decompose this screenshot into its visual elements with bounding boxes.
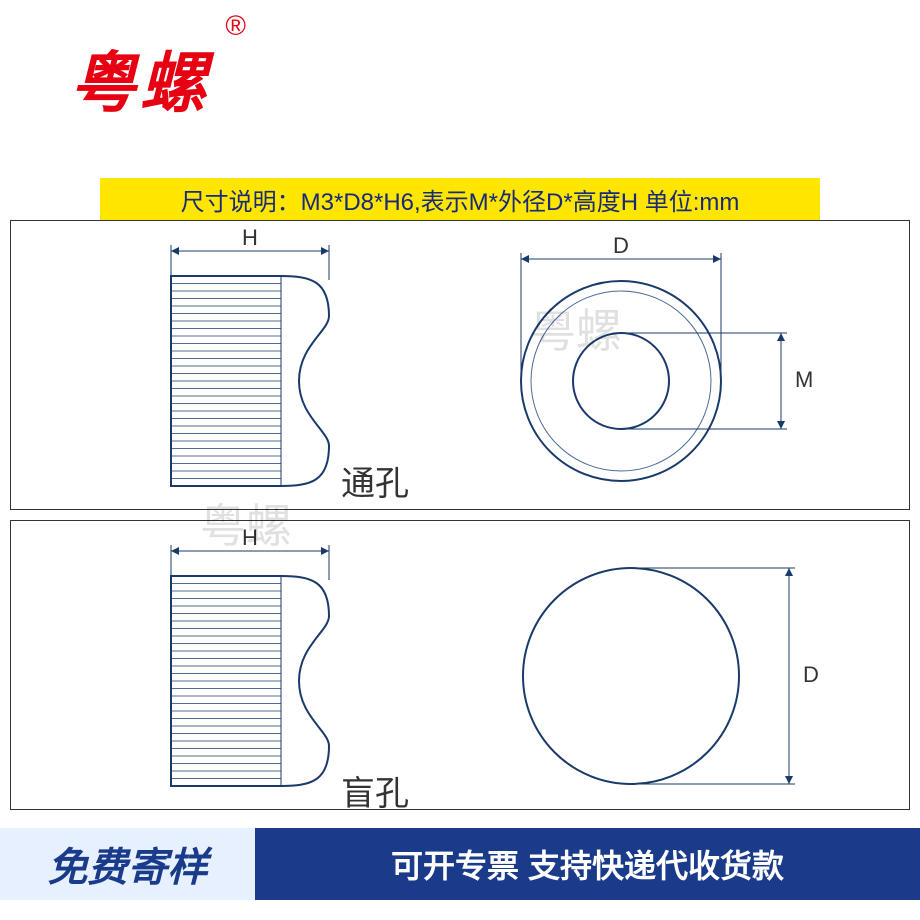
- banner-right-text: 可开专票 支持快递代收货款: [391, 841, 784, 887]
- svg-text:H: H: [242, 225, 258, 250]
- banner-services: 可开专票 支持快递代收货款: [255, 828, 920, 900]
- svg-text:M: M: [795, 367, 813, 392]
- panel-through-hole: H DM 通孔: [10, 220, 910, 510]
- front-view-through: DM: [451, 221, 871, 511]
- promo-banner: 免费寄样 可开专票 支持快递代收货款: [0, 828, 920, 900]
- front-view-blind: D: [451, 521, 871, 811]
- registered-mark: ®: [225, 10, 250, 42]
- panel-blind-hole: H D 盲孔: [10, 520, 910, 810]
- label-through-hole: 通孔: [341, 456, 409, 505]
- brand-name: 粤螺: [70, 46, 210, 120]
- banner-left-text: 免费寄样: [48, 835, 208, 893]
- brand-logo: 粤螺 ®: [70, 30, 210, 126]
- legend-text: 尺寸说明：M3*D8*H6,表示M*外径D*高度H 单位:mm: [181, 189, 740, 216]
- banner-free-sample: 免费寄样: [0, 828, 255, 900]
- svg-text:D: D: [803, 662, 819, 687]
- svg-text:D: D: [613, 233, 629, 258]
- label-blind-hole: 盲孔: [341, 766, 409, 815]
- svg-text:H: H: [242, 525, 258, 550]
- dimension-legend: 尺寸说明：M3*D8*H6,表示M*外径D*高度H 单位:mm: [100, 178, 820, 221]
